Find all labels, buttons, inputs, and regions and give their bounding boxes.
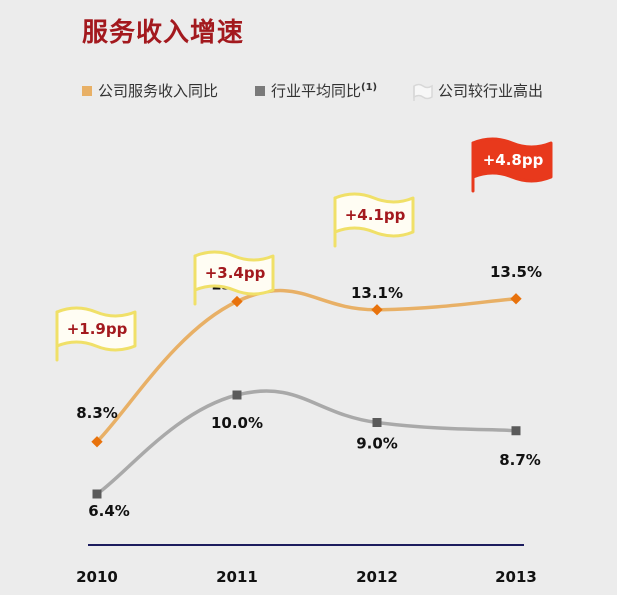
x-tick-label: 2011 [216,568,258,586]
gap-flag-label: +4.8pp [483,151,544,169]
legend-item-industry: 行业平均同比(1) [255,80,377,101]
gap-flag-label: +1.9pp [67,320,128,338]
data-label-industry: 10.0% [211,414,263,432]
legend-label-gap: 公司较行业高出 [438,82,544,100]
legend-footnote-marker: (1) [361,82,378,93]
x-tick-label: 2012 [356,568,398,586]
series-line-company [95,288,518,444]
data-point-industry [372,418,382,427]
data-point-company [510,293,522,305]
data-label-company: 13.1% [351,284,403,302]
data-point-industry [511,426,521,436]
data-point-industry [232,390,242,400]
data-point-company [371,304,383,316]
legend-swatch-industry [255,85,265,96]
gap-flag [193,250,275,296]
data-label-industry: 6.4% [88,502,130,520]
data-label-industry: 9.0% [356,435,398,453]
gap-flag [333,192,415,238]
legend-label-company: 公司服务收入同比 [98,82,219,100]
data-point-industry [92,489,102,499]
gap-flag [471,137,553,183]
data-label-company: 8.3% [76,404,118,422]
legend-label-industry: 行业平均同比 [271,82,362,100]
x-tick-label: 2010 [76,568,118,586]
data-point-company [231,295,243,308]
data-label-industry: 8.7% [499,451,541,469]
gap-flag [55,306,137,352]
data-label-company: 13.5% [490,263,542,281]
legend-item-company: 公司服务收入同比 [82,80,218,101]
flag-icon [413,83,433,101]
gap-flag-label: +3.4pp [205,264,266,282]
legend-swatch-company [82,85,92,96]
x-tick-label: 2013 [495,568,537,586]
chart-title: 服务收入增速 [82,18,245,48]
gap-flag-label: +4.1pp [345,206,406,224]
series-line-industry [95,389,518,496]
legend-item-gap: 公司较行业高出 [412,80,543,101]
